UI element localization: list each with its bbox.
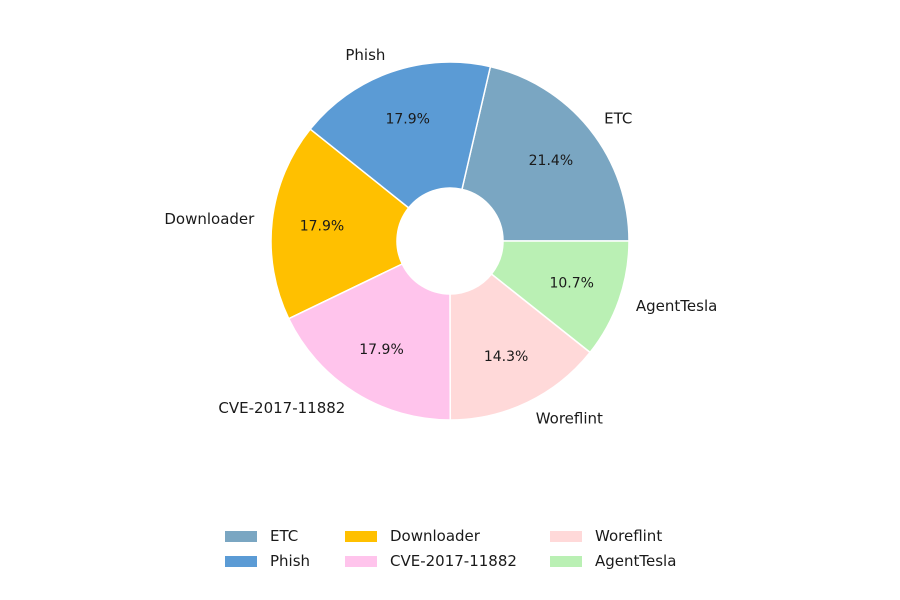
- legend-item-agenttesla: AgentTesla: [550, 552, 676, 570]
- category-label-etc: ETC: [604, 109, 632, 127]
- percent-label-downloader: 17.9%: [300, 218, 344, 234]
- legend-swatch-etc: [225, 531, 257, 542]
- slice-downloader: [270, 128, 410, 320]
- legend-item-downloader: Downloader: [345, 527, 481, 545]
- category-label-agenttesla: AgentTesla: [636, 297, 717, 315]
- legend-swatch-agenttesla: [550, 556, 582, 567]
- legend-swatch-phish: [225, 556, 257, 567]
- legend-item-woreflint: Woreflint: [550, 527, 662, 545]
- slice-woreflint: [449, 272, 592, 421]
- legend-label-downloader: Downloader: [390, 527, 481, 545]
- legend-item-cve-2017-11882: CVE-2017-11882: [345, 552, 517, 570]
- category-label-phish: Phish: [345, 46, 385, 64]
- slice-etc: [461, 65, 630, 242]
- slice-agenttesla: [490, 240, 630, 354]
- category-labels: ETC Phish Downloader CVE-2017-11882 Woreflin…: [164, 46, 717, 427]
- percent-label-etc: 21.4%: [529, 153, 573, 169]
- legend-swatch-woreflint: [550, 531, 582, 542]
- legend: ETC Phish Downloader CVE-2017-11882 Woreflin…: [225, 527, 676, 570]
- category-label-downloader: Downloader: [164, 210, 255, 228]
- legend-label-phish: Phish: [270, 552, 310, 570]
- legend-swatch-downloader: [345, 531, 377, 542]
- slice-phish: [309, 61, 492, 209]
- legend-item-etc: ETC: [225, 527, 298, 545]
- legend-label-cve-2017-11882: CVE-2017-11882: [390, 552, 517, 570]
- legend-item-phish: Phish: [225, 552, 310, 570]
- legend-swatch-cve-2017-11882: [345, 556, 377, 567]
- category-label-woreflint: Woreflint: [536, 409, 603, 427]
- legend-label-etc: ETC: [270, 527, 298, 545]
- legend-label-agenttesla: AgentTesla: [595, 552, 676, 570]
- slice-cve-2017-11882: [287, 262, 452, 421]
- percent-label-phish: 17.9%: [385, 111, 429, 127]
- percent-label-agenttesla: 10.7%: [549, 275, 593, 291]
- percent-labels: 21.4% 17.9% 17.9% 17.9% 14.3% 10.7%: [300, 111, 594, 365]
- category-label-cve-2017-11882: CVE-2017-11882: [218, 399, 345, 417]
- pie-slices: [270, 61, 630, 421]
- legend-label-woreflint: Woreflint: [595, 527, 662, 545]
- percent-label-woreflint: 14.3%: [484, 349, 528, 365]
- percent-label-cve-2017-11882: 17.9%: [359, 342, 403, 358]
